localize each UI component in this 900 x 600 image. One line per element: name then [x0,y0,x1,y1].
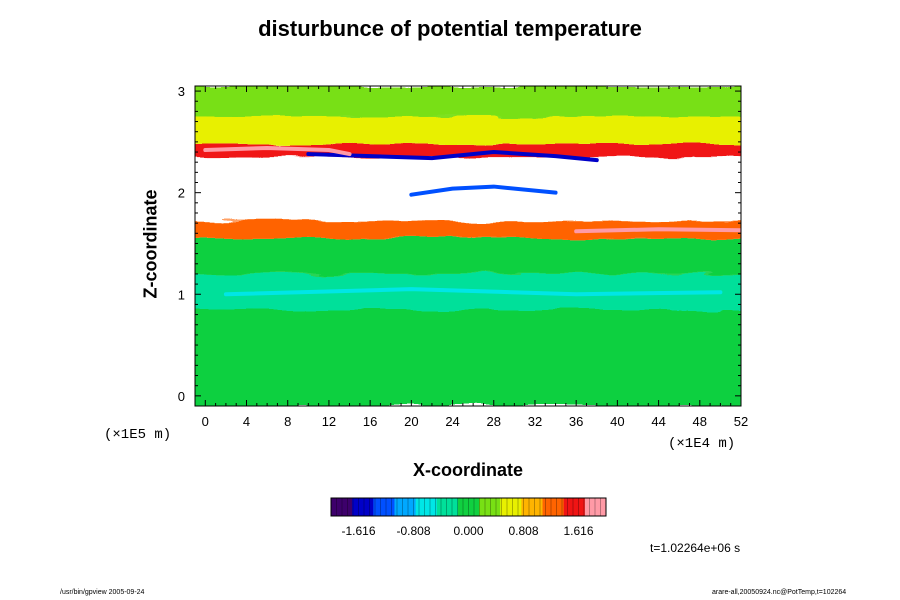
field-streak [203,145,352,157]
colorbar-segment [584,498,607,516]
colorbar-segment [436,498,459,516]
x-tick-label: 24 [445,414,459,429]
x-tick-label: 40 [610,414,624,429]
colorbar-tick-label: 0.000 [453,524,483,538]
x-tick-label: 28 [487,414,501,429]
field-streak [223,287,723,297]
x-axis-unit: (×1E4 m) [668,436,736,452]
y-axis-unit: (×1E5 m) [104,427,172,443]
field-band [195,116,741,144]
colorbar-tick-label: -1.616 [341,524,375,538]
x-tick-label: 8 [284,414,291,429]
field-band [195,221,741,239]
x-tick-label: 4 [243,414,250,429]
x-tick-label: 44 [651,414,665,429]
footer-source: arare-all,20050924.nc@PotTemp,t=102264 [712,589,847,596]
colorbar-tick-label: 0.808 [508,524,538,538]
y-tick-label: 0 [178,389,185,404]
colorbar-segment [521,498,544,516]
colorbar-frame [330,497,607,517]
time-stamp: t=1.02264e+06 s [650,541,741,555]
plot-frame [194,85,742,407]
chart-title: disturbunce of potential temperature [258,16,642,41]
field-streak [574,227,741,234]
field-layer [195,86,741,406]
x-tick-label: 16 [363,414,377,429]
colorbar-segment [352,498,374,516]
x-tick-label: 48 [693,414,707,429]
field-band [195,238,741,274]
colorbar-segment [373,498,395,516]
y-tick-label: 1 [178,287,185,302]
y-tick-label: 2 [178,186,185,201]
x-tick-label: 52 [734,414,748,429]
field-streak [306,150,599,163]
x-tick-label: 12 [322,414,336,429]
x-axis-label: X-coordinate [412,460,523,480]
colorbar-segment [479,498,501,516]
field-band [195,86,741,117]
field-streak [409,184,558,197]
colorbar-tick-label: 1.616 [563,524,593,538]
feature-layer [203,145,741,297]
colorbar-segment [394,498,417,516]
colorbar: -1.616 -0.808 0.000 0.808 1.616 [330,497,607,538]
colorbar-segment [542,498,565,516]
colorbar-segment [415,498,438,516]
footer-command: /usr/bin/gpview 2005-09-24 [60,589,145,596]
x-tick-label: 20 [404,414,418,429]
colorbar-segment [563,498,586,516]
x-tick-label: 32 [528,414,542,429]
x-tick-label: 0 [202,414,209,429]
x-tick-label: 36 [569,414,583,429]
colorbar-segment [500,498,522,516]
y-tick-label: 3 [178,84,185,99]
colorbar-tick-label: -0.808 [396,524,430,538]
field-band [195,309,741,406]
